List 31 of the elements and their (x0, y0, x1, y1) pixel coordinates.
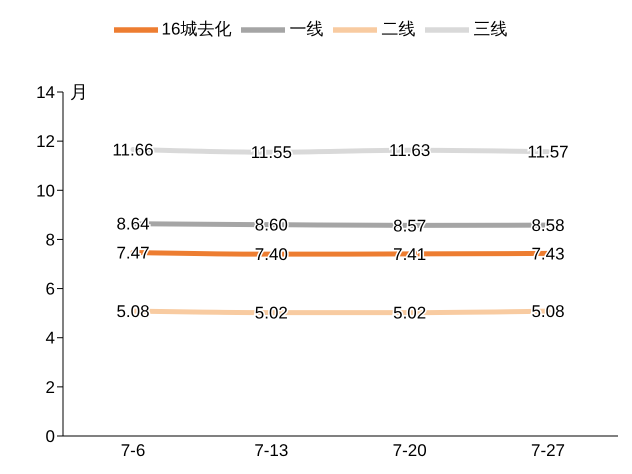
data-label: 7.43 (531, 244, 565, 264)
x-tick-label: 7-6 (120, 441, 146, 460)
data-label: 11.66 (112, 140, 154, 160)
x-tick-label: 7-27 (530, 441, 566, 460)
data-label: 8.64 (116, 214, 150, 234)
data-label: 11.63 (389, 141, 430, 160)
y-tick-label: 12 (36, 132, 55, 152)
data-label: 5.02 (254, 304, 288, 323)
x-tick-label: 7-13 (254, 441, 288, 460)
y-tick-label: 14 (36, 83, 55, 102)
x-tick-label: 7-20 (392, 441, 427, 460)
data-label: 11.55 (250, 143, 292, 162)
legend-label: 二线 (381, 19, 416, 38)
data-label: 8.58 (531, 216, 565, 236)
y-tick-label: 2 (46, 378, 55, 397)
data-label: 5.08 (531, 302, 565, 322)
data-label: 8.60 (254, 216, 288, 235)
y-tick-label: 10 (36, 181, 55, 200)
legend-label: 一线 (289, 19, 324, 38)
data-label: 5.02 (393, 304, 426, 323)
y-tick-label: 4 (46, 328, 55, 348)
legend-label: 16城去化 (162, 19, 232, 38)
y-tick-label: 0 (46, 427, 55, 446)
data-label: 5.08 (116, 302, 150, 322)
y-tick-label: 6 (46, 280, 55, 299)
data-label: 8.57 (393, 216, 426, 236)
data-label: 7.47 (116, 243, 150, 262)
data-label: 11.57 (527, 142, 569, 162)
y-axis-title: 月 (70, 82, 88, 102)
legend-label: 三线 (473, 19, 508, 38)
y-tick-label: 8 (46, 230, 55, 250)
